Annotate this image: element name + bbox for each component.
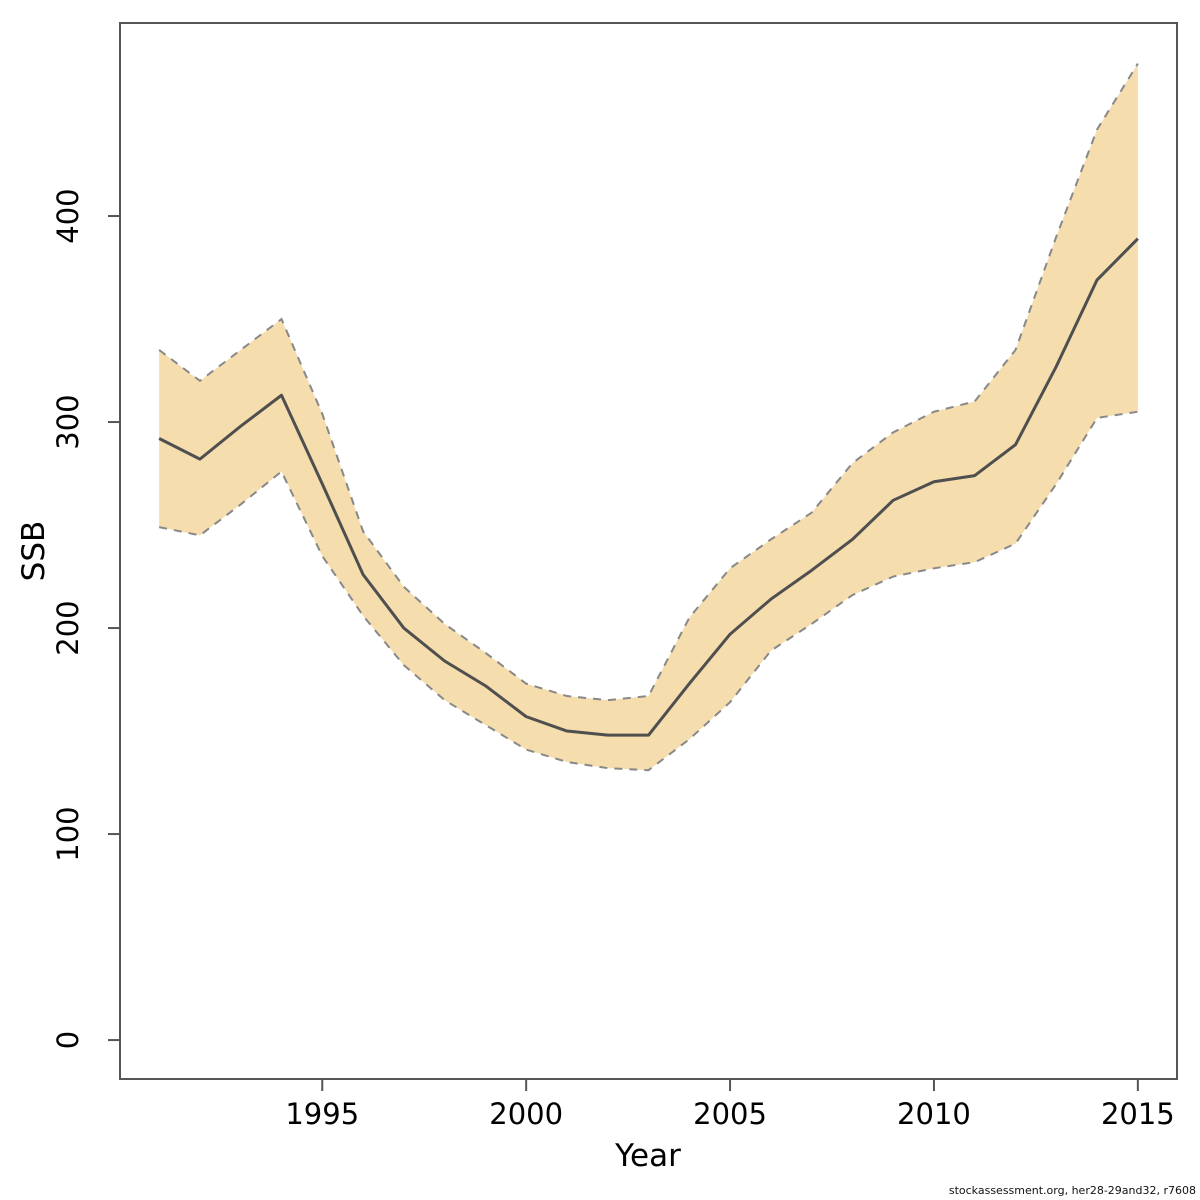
svg-text:2000: 2000: [489, 1097, 563, 1131]
x-axis-title: Year: [615, 1138, 681, 1174]
svg-text:2005: 2005: [693, 1097, 767, 1131]
y-axis-title: SSB: [16, 520, 52, 582]
confidence-band: [159, 63, 1138, 771]
svg-text:0: 0: [51, 1031, 85, 1049]
y-axis: 0 100 200 300 400: [51, 188, 120, 1049]
svg-text:1995: 1995: [285, 1097, 359, 1131]
estimate-line: [158, 237, 1139, 737]
confidence-band-edges: [158, 63, 1139, 772]
svg-text:400: 400: [51, 188, 85, 243]
x-axis: 1995 2000 2005 2010 2015: [285, 1079, 1175, 1131]
svg-text:2015: 2015: [1101, 1097, 1175, 1131]
svg-text:2010: 2010: [897, 1097, 971, 1131]
stockassessment-footer-stamp: stockassessment.org, her28-29and32, r760…: [948, 1184, 1196, 1197]
plot-border: [119, 22, 1178, 1080]
svg-text:300: 300: [51, 394, 85, 449]
svg-text:100: 100: [51, 806, 85, 861]
svg-text:200: 200: [51, 600, 85, 655]
